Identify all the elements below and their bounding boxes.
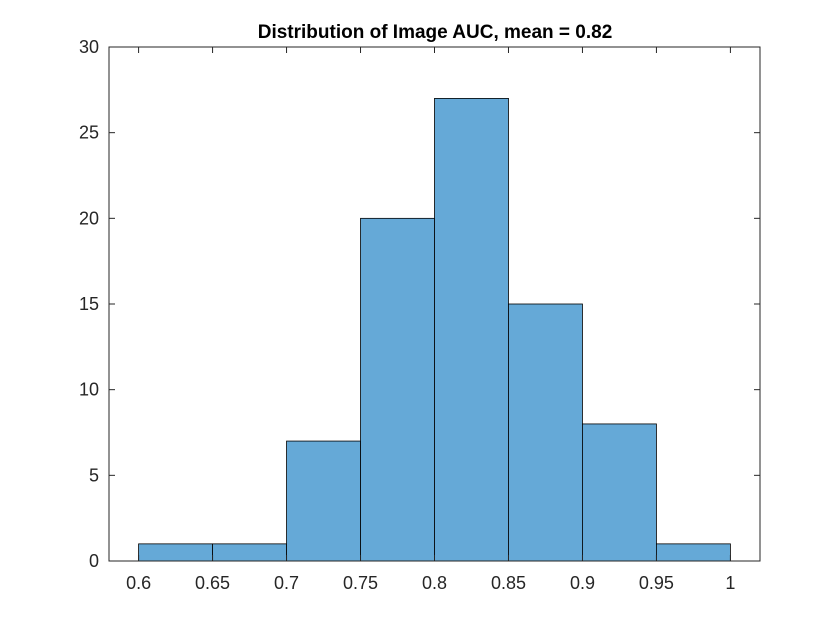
bars-group xyxy=(138,98,731,562)
x-tick-label: 0.75 xyxy=(343,573,378,593)
histogram-bar xyxy=(508,303,583,562)
histogram-bar xyxy=(434,98,509,562)
x-tick-label: 1 xyxy=(725,573,735,593)
histogram-bar xyxy=(212,543,287,562)
y-tick-label: 25 xyxy=(79,123,99,143)
x-tick-label: 0.6 xyxy=(126,573,151,593)
y-tick-label: 15 xyxy=(79,294,99,314)
histogram-bar xyxy=(582,423,657,562)
histogram-bar xyxy=(138,543,213,562)
x-tick-label: 0.8 xyxy=(422,573,447,593)
y-tick-label: 10 xyxy=(79,380,99,400)
histogram-bar xyxy=(360,217,435,562)
x-tick-label: 0.85 xyxy=(491,573,526,593)
histogram-bar xyxy=(286,440,361,562)
histogram-bar xyxy=(656,543,731,562)
x-tick-label: 0.7 xyxy=(274,573,299,593)
y-tick-label: 20 xyxy=(79,208,99,228)
y-tick-label: 30 xyxy=(79,37,99,57)
chart-title: Distribution of Image AUC, mean = 0.82 xyxy=(258,22,613,43)
axes-group: 0.6 0.65 0.7 0.75 0.8 0.85 0.9 0.95 105101520253… xyxy=(79,37,761,593)
x-tick-label: 0.9 xyxy=(570,573,595,593)
y-tick-label: 0 xyxy=(89,551,99,571)
x-tick-label: 0.95 xyxy=(639,573,674,593)
x-tick-label: 0.65 xyxy=(195,573,230,593)
y-tick-label: 5 xyxy=(89,465,99,485)
